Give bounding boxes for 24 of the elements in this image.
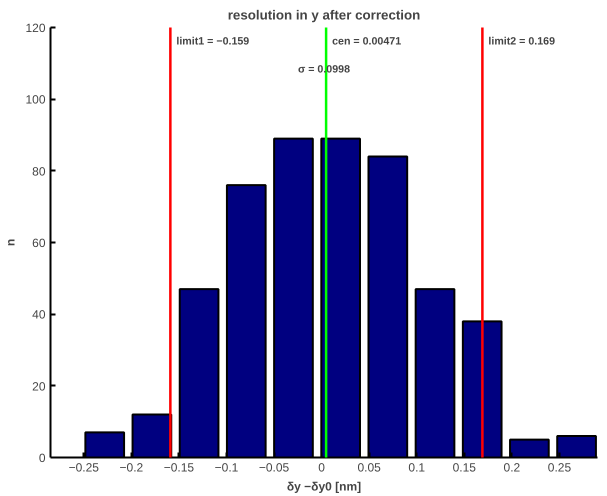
y-tick-label: 20 <box>32 379 46 394</box>
y-tick-label: 0 <box>38 451 46 465</box>
x-tick-label: 0.05 <box>358 460 382 474</box>
x-tick-label: 0 <box>318 460 326 474</box>
y-tick-label: 120 <box>25 21 46 35</box>
x-tick-label: 0.25 <box>548 460 572 474</box>
ref-line-label: limit1 = −0.159 <box>176 36 250 48</box>
x-tick-label: −0.05 <box>258 460 290 474</box>
y-axis-title: n <box>3 238 18 246</box>
x-tick-label: 0.15 <box>452 460 476 474</box>
x-tick-label: −0.15 <box>164 460 194 474</box>
y-tick-label: 60 <box>32 236 46 250</box>
y-tick-label: 80 <box>32 164 46 178</box>
x-axis-title: δy −δy0 [nm] <box>286 480 362 494</box>
ref-line-label: limit2 = 0.169 <box>488 36 556 48</box>
x-tick-label: −0.1 <box>214 460 239 474</box>
chart-title: resolution in y after correction <box>228 8 420 22</box>
y-tick-label: 40 <box>32 308 46 322</box>
ref-line-label: cen = 0.00471 <box>332 36 402 48</box>
x-tick-label: 0.1 <box>408 460 426 474</box>
x-tick-label: −0.2 <box>120 460 144 474</box>
x-tick-label: −0.25 <box>68 460 100 474</box>
x-tick-label: 0.2 <box>504 460 521 474</box>
y-tick-label: 100 <box>25 92 46 107</box>
